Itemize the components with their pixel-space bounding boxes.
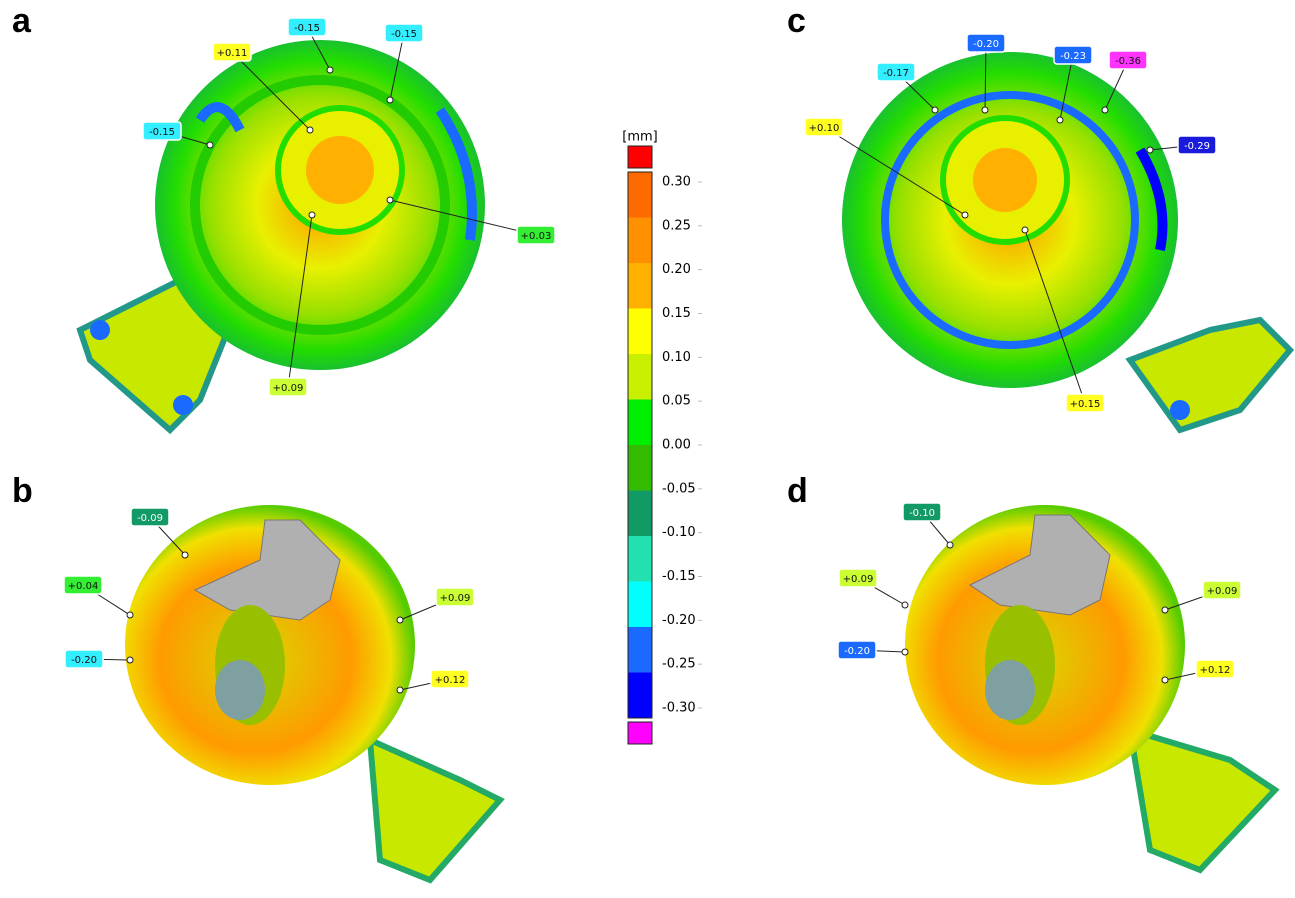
- color-scale: [mm] 0.30 0.25 0.20 0.15 0.10 0.05 0.00 -0.05 -0…: [622, 130, 702, 745]
- scale-tick-label: 0.05: [662, 394, 691, 409]
- scale-band: [628, 673, 652, 719]
- leader-dot: [307, 127, 313, 133]
- callout-label: +0.09: [843, 574, 874, 585]
- scale-unit: [mm]: [622, 130, 657, 145]
- leader-dot: [182, 552, 188, 558]
- leader-dot: [962, 212, 968, 218]
- figure: [mm] 0.30 0.25 0.20 0.15 0.10 0.05 0.00 -0.05 -0…: [0, 0, 1295, 898]
- scale-tick-label: -0.15: [662, 569, 696, 584]
- leader-dot: [1162, 677, 1168, 683]
- leader-dot: [1057, 117, 1063, 123]
- scale-band: [628, 354, 652, 400]
- scale-tick-label: -0.05: [662, 481, 696, 496]
- scale-top-box: [628, 146, 652, 168]
- scale-tick-label: -0.25: [662, 657, 696, 672]
- scale-tick-label: 0.25: [662, 218, 691, 233]
- callout-label: -0.17: [883, 68, 909, 79]
- callout-label: +0.12: [435, 675, 466, 686]
- callout-label: +0.09: [1207, 586, 1238, 597]
- scan-b: [125, 505, 500, 880]
- page: [mm] 0.30 0.25 0.20 0.15 0.10 0.05 0.00 -0.05 -0…: [0, 0, 1295, 898]
- scale-band: [628, 218, 652, 264]
- leader-dot: [932, 107, 938, 113]
- scale-band: [628, 400, 652, 446]
- callout-label: -0.15: [294, 23, 320, 34]
- callout-label: +0.12: [1200, 665, 1231, 676]
- leader-dot: [387, 197, 393, 203]
- scale-tick-label: -0.10: [662, 525, 696, 540]
- leader-dot: [127, 657, 133, 663]
- scale-tick-label: 0.30: [662, 175, 691, 190]
- callout-label: +0.03: [521, 231, 552, 242]
- callout-label: +0.11: [217, 48, 248, 59]
- leader-dot: [1022, 227, 1028, 233]
- callout-label: +0.10: [809, 123, 840, 134]
- callout-label: -0.10: [909, 508, 935, 519]
- scan-c: [842, 52, 1290, 430]
- callout-label: -0.36: [1115, 56, 1141, 67]
- callout-label: -0.15: [391, 29, 417, 40]
- scale-tick-label: -0.30: [662, 701, 696, 716]
- scale-band: [628, 172, 652, 218]
- leader-dot: [309, 212, 315, 218]
- leader-dot: [207, 142, 213, 148]
- scale-band: [628, 263, 652, 309]
- scale-band: [628, 582, 652, 628]
- scale-band: [628, 491, 652, 537]
- callout-label: +0.15: [1070, 399, 1101, 410]
- callout-label: -0.23: [1060, 51, 1086, 62]
- panel-letter: d: [787, 472, 808, 510]
- leader-dot: [397, 617, 403, 623]
- leader-dot: [1162, 607, 1168, 613]
- leader-dot: [902, 649, 908, 655]
- callout-label: +0.04: [68, 581, 99, 592]
- scale-tick-label: 0.10: [662, 350, 691, 365]
- callout-label: -0.20: [973, 39, 999, 50]
- scale-bottom-box: [628, 722, 652, 744]
- callout-label: -0.29: [1184, 141, 1210, 152]
- scale-band: [628, 445, 652, 491]
- leader-dot: [127, 612, 133, 618]
- scale-tick-label: 0.00: [662, 438, 691, 453]
- scale-band: [628, 309, 652, 355]
- panel-letter: c: [787, 2, 806, 40]
- leader-dot: [947, 542, 953, 548]
- leader-dot: [327, 67, 333, 73]
- leader-dot: [1147, 147, 1153, 153]
- callout-label: +0.09: [440, 593, 471, 604]
- scale-tick-label: 0.15: [662, 306, 691, 321]
- leader-dot: [902, 602, 908, 608]
- leader-dot: [982, 107, 988, 113]
- leader-dot: [397, 687, 403, 693]
- callout-label: -0.15: [149, 127, 175, 138]
- callout-label: -0.20: [71, 655, 97, 666]
- scale-band: [628, 627, 652, 673]
- callout-label: -0.09: [137, 513, 163, 524]
- callout-label: +0.09: [273, 383, 304, 394]
- callout-label: -0.20: [844, 646, 870, 657]
- scale-tick-label: -0.20: [662, 613, 696, 628]
- scan-d: [905, 505, 1275, 870]
- scan-a: [80, 40, 485, 430]
- scale-band: [628, 536, 652, 582]
- leader-dot: [1102, 107, 1108, 113]
- leader-dot: [387, 97, 393, 103]
- panel-letter: b: [12, 472, 33, 510]
- scale-tick-label: 0.20: [662, 262, 691, 277]
- panel-letter: a: [12, 2, 32, 40]
